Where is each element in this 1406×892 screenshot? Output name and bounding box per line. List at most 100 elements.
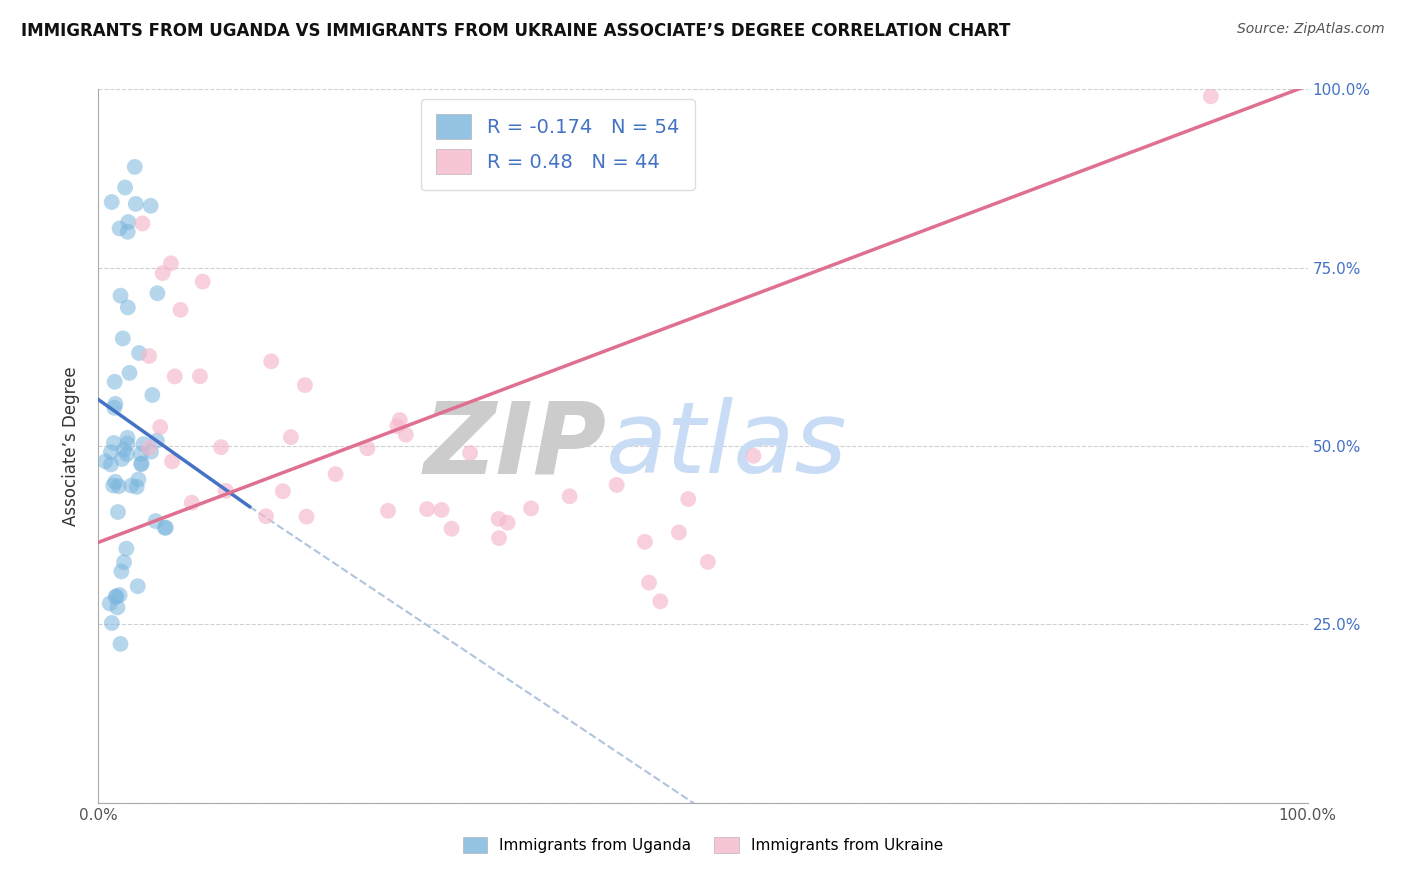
Legend: Immigrants from Uganda, Immigrants from Ukraine: Immigrants from Uganda, Immigrants from … <box>457 831 949 859</box>
Point <box>254 509 277 524</box>
Point <box>112 555 135 569</box>
Point <box>149 420 172 434</box>
Point <box>138 349 160 363</box>
Point <box>104 375 127 389</box>
Point <box>120 478 142 492</box>
Point <box>117 225 139 239</box>
Point <box>146 434 169 448</box>
Point <box>294 378 316 392</box>
Point <box>458 446 481 460</box>
Point <box>94 454 117 468</box>
Point <box>638 575 661 590</box>
Point <box>209 440 232 454</box>
Point <box>104 397 127 411</box>
Point <box>387 419 409 434</box>
Point <box>160 454 183 468</box>
Point <box>110 565 132 579</box>
Point <box>132 437 155 451</box>
Point <box>141 388 163 402</box>
Point <box>377 504 399 518</box>
Point <box>152 266 174 280</box>
Point <box>129 447 152 461</box>
Point <box>496 516 519 530</box>
Point <box>111 331 134 345</box>
Point <box>163 369 186 384</box>
Point <box>280 430 302 444</box>
Point <box>191 275 214 289</box>
Point <box>188 369 211 384</box>
Point <box>131 216 153 230</box>
Point <box>98 597 121 611</box>
Point <box>356 442 378 456</box>
Y-axis label: Associate’s Degree: Associate’s Degree <box>62 367 80 525</box>
Point <box>110 288 132 302</box>
Point <box>440 522 463 536</box>
Point <box>111 452 134 467</box>
Point <box>107 505 129 519</box>
Point <box>124 160 146 174</box>
Point <box>325 467 347 482</box>
Point <box>114 180 136 194</box>
Point <box>416 502 439 516</box>
Point <box>112 442 135 457</box>
Point <box>128 346 150 360</box>
Point <box>169 302 191 317</box>
Point <box>110 637 132 651</box>
Text: atlas: atlas <box>606 398 848 494</box>
Point <box>117 436 139 450</box>
Point <box>215 483 238 498</box>
Point <box>118 366 141 380</box>
Point <box>103 478 125 492</box>
Point <box>488 531 510 545</box>
Point <box>127 579 149 593</box>
Point <box>108 221 131 235</box>
Text: ZIP: ZIP <box>423 398 606 494</box>
Point <box>271 484 294 499</box>
Point <box>101 615 124 630</box>
Point <box>634 534 657 549</box>
Point <box>146 286 169 301</box>
Point <box>388 413 411 427</box>
Point <box>129 457 152 471</box>
Point <box>100 458 122 472</box>
Point <box>139 199 162 213</box>
Point <box>153 521 176 535</box>
Point <box>139 444 162 458</box>
Point <box>117 215 139 229</box>
Point <box>131 457 153 471</box>
Point <box>107 479 129 493</box>
Point <box>260 354 283 368</box>
Point <box>115 541 138 556</box>
Point <box>117 301 139 315</box>
Point <box>105 589 128 603</box>
Point <box>138 441 160 455</box>
Point <box>103 401 125 415</box>
Point <box>295 509 318 524</box>
Point <box>108 588 131 602</box>
Point <box>125 197 148 211</box>
Point <box>395 427 418 442</box>
Point <box>678 492 700 507</box>
Point <box>430 503 453 517</box>
Point <box>742 449 765 463</box>
Point <box>115 447 138 461</box>
Point <box>155 520 177 534</box>
Point <box>180 496 202 510</box>
Point <box>650 594 672 608</box>
Point <box>145 514 167 528</box>
Text: IMMIGRANTS FROM UGANDA VS IMMIGRANTS FROM UKRAINE ASSOCIATE’S DEGREE CORRELATION: IMMIGRANTS FROM UGANDA VS IMMIGRANTS FRO… <box>21 22 1011 40</box>
Point <box>160 256 183 270</box>
Point <box>520 501 543 516</box>
Point <box>668 525 690 540</box>
Point <box>606 478 628 492</box>
Point <box>125 480 148 494</box>
Point <box>103 436 125 450</box>
Point <box>558 489 581 503</box>
Point <box>1199 89 1222 103</box>
Point <box>117 431 139 445</box>
Point <box>488 512 510 526</box>
Point <box>127 472 149 486</box>
Text: Source: ZipAtlas.com: Source: ZipAtlas.com <box>1237 22 1385 37</box>
Point <box>696 555 718 569</box>
Point <box>104 590 127 604</box>
